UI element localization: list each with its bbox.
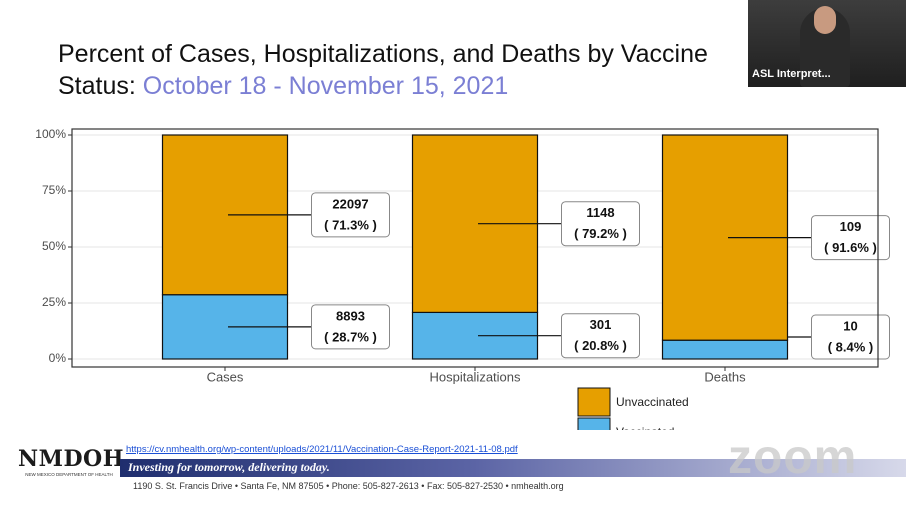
source-link[interactable]: https://cv.nmhealth.org/wp-content/uploa… [126, 444, 518, 455]
value-label: ( 91.6% ) [824, 240, 877, 255]
label-box [561, 201, 640, 247]
video-tile[interactable]: ASL Interpret... [748, 0, 906, 87]
y-tick-label: 0% [49, 351, 67, 365]
label-box [811, 314, 890, 360]
logo-subtext: NEW MEXICO DEPARTMENT OF HEALTH [25, 472, 113, 477]
y-tick-label: 25% [42, 295, 66, 309]
value-label: ( 79.2% ) [574, 226, 627, 241]
label-box [311, 304, 390, 350]
legend-label: Unvaccinated [616, 395, 689, 409]
count-label: 8893 [336, 308, 365, 323]
logo-text: NMDOH [18, 446, 124, 472]
count-label: 301 [590, 317, 612, 332]
y-tick-label: 100% [35, 127, 66, 141]
slogan-band: Investing for tomorrow, delivering today… [120, 459, 906, 477]
y-tick-label: 50% [42, 239, 66, 253]
chart: 0% 25% 50% 75% 100% Cases 8893 ( 28.7% ) 22097 ( … [35, 127, 890, 430]
slide-title: Percent of Cases, Hospitalizations, and … [58, 38, 718, 102]
person-head [814, 6, 836, 34]
logo: NMDOH NEW MEXICO DEPARTMENT OF HEALTH [18, 446, 124, 477]
count-label: 109 [840, 219, 862, 234]
x-tick-label: Hospitalizations [429, 369, 521, 384]
count-label: 1148 [586, 205, 614, 220]
address: 1190 S. St. Francis Drive • Santa Fe, NM… [133, 481, 564, 491]
label-box [811, 215, 890, 261]
y-tick-label: 75% [42, 183, 66, 197]
value-label: ( 71.3% ) [324, 217, 377, 232]
title-text: Percent of Cases, Hospitalizations, and … [58, 40, 708, 100]
legend-swatch [577, 417, 611, 430]
date-range: October 18 - November 15, 2021 [142, 72, 509, 100]
participant-name: ASL Interpret... [752, 68, 831, 80]
value-label: ( 8.4% ) [828, 339, 874, 354]
x-tick-label: Cases [207, 369, 244, 384]
count-label: 22097 [332, 196, 368, 211]
bar-segment [661, 339, 789, 360]
legend-swatch [577, 387, 611, 417]
label-box [311, 192, 390, 238]
legend-label: Vaccinated [616, 425, 674, 430]
plot-border [71, 128, 879, 368]
value-label: ( 28.7% ) [324, 329, 377, 344]
value-label: ( 20.8% ) [574, 338, 627, 353]
x-tick-label: Deaths [704, 369, 746, 384]
label-box [561, 313, 640, 359]
slogan: Investing for tomorrow, delivering today… [128, 460, 330, 474]
zoom-watermark: zoom [728, 431, 858, 484]
count-label: 10 [843, 318, 857, 333]
